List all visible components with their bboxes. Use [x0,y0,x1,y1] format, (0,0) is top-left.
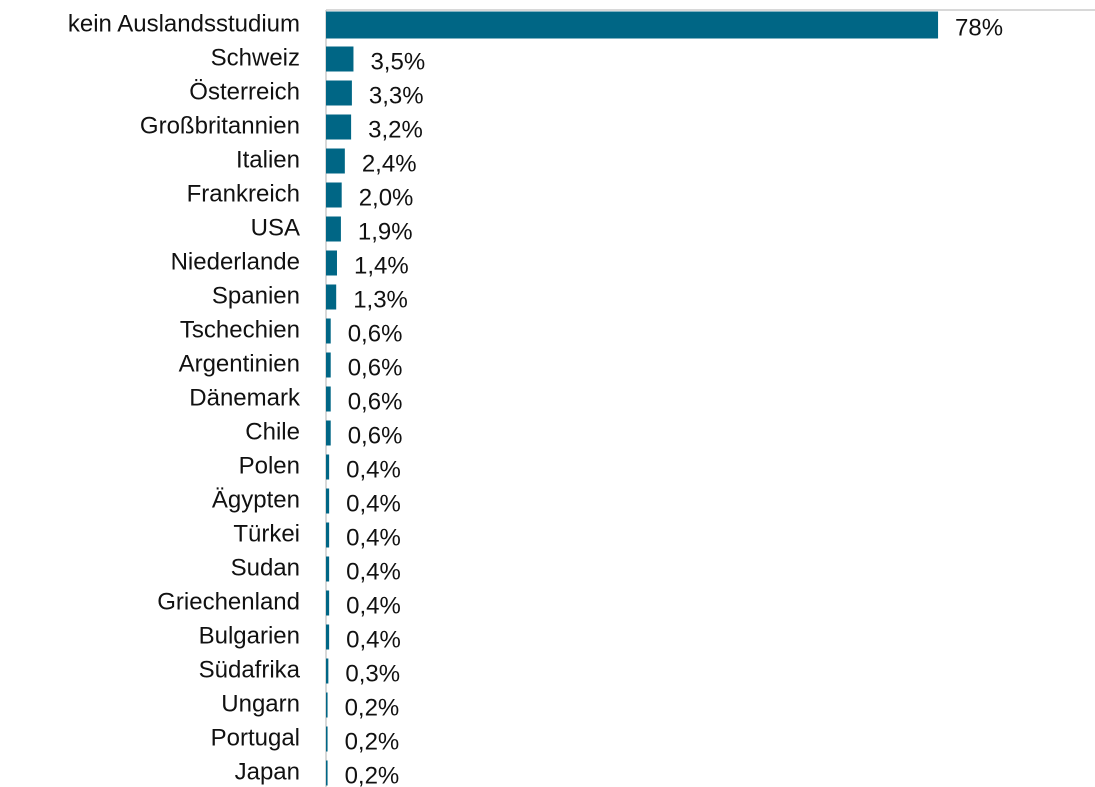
bar [326,522,330,548]
category-label: Frankreich [187,180,300,207]
bar [326,590,330,616]
value-label: 0,4% [346,626,401,653]
bar [326,46,354,72]
bar [326,556,330,582]
bar [326,352,331,378]
value-label: 0,6% [348,320,403,347]
value-label: 0,2% [345,762,400,787]
category-label: Türkei [233,520,300,547]
bar [326,318,331,344]
category-label: Dänemark [189,384,301,411]
bar [326,454,330,480]
category-label: Großbritannien [140,112,300,139]
bar [326,760,328,786]
bar [326,420,331,446]
category-label: Polen [239,452,300,479]
bar [326,624,330,650]
category-label: Spanien [212,282,300,309]
bar [326,488,330,514]
category-label: Sudan [231,554,300,581]
value-label: 0,2% [345,728,400,755]
value-label: 2,0% [359,184,414,211]
bar [326,148,345,174]
value-label: 2,4% [362,150,417,177]
value-label: 0,4% [346,490,401,517]
category-label: Chile [245,418,300,445]
value-label: 0,2% [345,694,400,721]
value-label: 1,3% [353,286,408,313]
category-label: Österreich [189,78,300,105]
category-label: Griechenland [157,588,300,615]
category-label: Tschechien [180,316,300,343]
category-label: Italien [236,146,300,173]
value-label: 3,3% [369,82,424,109]
bar [326,182,342,208]
value-label: 78% [955,14,1003,41]
bar [326,216,341,242]
category-label: Bulgarien [199,622,300,649]
category-label: Ungarn [221,690,300,717]
category-label: Japan [235,758,300,785]
category-label: Ägypten [212,486,300,513]
bar [326,284,337,310]
category-label: Südafrika [199,656,301,683]
value-label: 0,3% [345,660,400,687]
bar [326,11,939,39]
category-label: USA [251,214,300,241]
value-label: 0,6% [348,388,403,415]
category-label: Schweiz [211,44,300,71]
bar [326,250,337,276]
category-label: Argentinien [179,350,300,377]
value-label: 0,4% [346,558,401,585]
bar [326,726,328,752]
value-label: 1,9% [358,218,413,245]
bar [326,658,329,684]
value-label: 0,4% [346,524,401,551]
category-label: Niederlande [171,248,300,275]
bar [326,386,331,412]
category-label: kein Auslandsstudium [68,10,300,37]
bar [326,692,328,718]
category-label: Portugal [211,724,300,751]
value-label: 0,4% [346,456,401,483]
value-label: 1,4% [354,252,409,279]
value-label: 3,2% [368,116,423,143]
value-label: 3,5% [370,48,425,75]
bar [326,80,352,106]
bar [326,114,352,140]
value-label: 0,6% [348,354,403,381]
value-label: 0,4% [346,592,401,619]
value-label: 0,6% [348,422,403,449]
